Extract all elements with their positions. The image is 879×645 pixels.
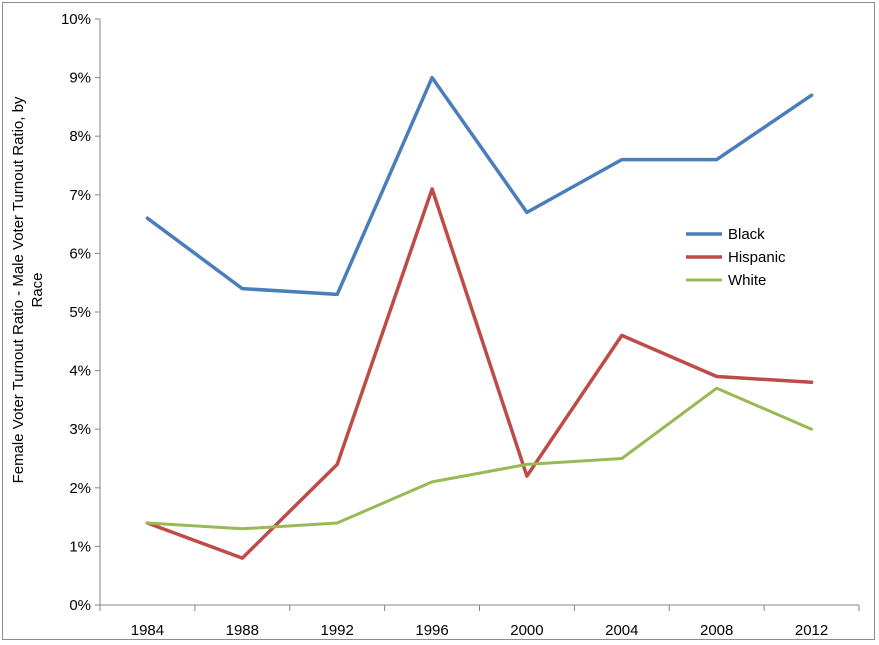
y-tick-label: 10%	[61, 11, 91, 28]
x-tick-label: 2004	[605, 622, 638, 639]
y-tick-label: 0%	[69, 597, 91, 614]
x-tick-label: 2008	[700, 622, 733, 639]
y-axis-ticks: 0% 1% 2% 3% 4% 5% 6% 7% 8% 9% 10%	[61, 11, 100, 614]
legend-label-hispanic: Hispanic	[728, 249, 786, 266]
y-tick-label: 5%	[69, 304, 91, 321]
y-tick-label: 7%	[69, 187, 91, 204]
x-tick-label: 2012	[795, 622, 828, 639]
legend: Black Hispanic White	[686, 226, 786, 289]
y-tick-label: 8%	[69, 128, 91, 145]
y-tick-label: 9%	[69, 70, 91, 87]
legend-label-white: White	[728, 272, 766, 289]
y-tick-label: 4%	[69, 363, 91, 380]
y-tick-label: 3%	[69, 421, 91, 438]
x-tick-label: 1996	[415, 622, 448, 639]
y-tick-label: 1%	[69, 538, 91, 555]
axes	[99, 19, 859, 606]
x-tick-label: 1988	[226, 622, 259, 639]
x-axis-ticks: 1984 1988 1992 1996 2000 2004 2008 2012	[99, 605, 860, 639]
x-tick-label: 1984	[131, 622, 164, 639]
series-line-white	[145, 386, 814, 531]
y-tick-label: 2%	[69, 480, 91, 497]
y-axis-title-line-1: Female Voter Turnout Ratio - Male Voter …	[10, 96, 27, 483]
series-line-hispanic	[145, 187, 814, 560]
series-line-black	[145, 75, 814, 297]
series-lines	[145, 75, 814, 560]
y-axis-title-line-2: Race	[29, 272, 46, 307]
x-tick-label: 1992	[321, 622, 354, 639]
legend-label-black: Black	[728, 226, 765, 243]
y-axis-title-group: Female Voter Turnout Ratio - Male Voter …	[10, 96, 46, 483]
x-tick-label: 2000	[510, 622, 543, 639]
y-tick-label: 6%	[69, 245, 91, 262]
